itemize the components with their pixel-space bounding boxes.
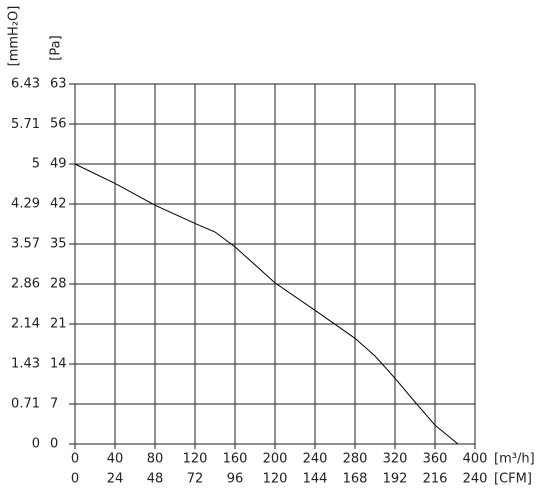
y2-tick-label: 5 bbox=[32, 157, 40, 172]
x2-tick-label: 240 bbox=[463, 472, 488, 487]
x2-tick-label: 192 bbox=[383, 472, 408, 487]
x2-tick-label: 96 bbox=[227, 472, 244, 487]
x2-tick-label: 144 bbox=[303, 472, 328, 487]
x2-tick-label: 48 bbox=[147, 472, 164, 487]
y-tick-label: 7 bbox=[50, 397, 58, 412]
x-tick-label: 80 bbox=[147, 452, 164, 467]
y-tick-label: 21 bbox=[50, 317, 67, 332]
y-tick-label: 0 bbox=[50, 437, 58, 452]
y-tick-label: 42 bbox=[50, 197, 67, 212]
x2-tick-label: 72 bbox=[187, 472, 204, 487]
x-tick-label: 360 bbox=[423, 452, 448, 467]
x-tick-label: 120 bbox=[183, 452, 208, 467]
y-tick-label: 63 bbox=[50, 77, 67, 92]
y-tick-label: 49 bbox=[50, 157, 67, 172]
x-tick-label: 240 bbox=[303, 452, 328, 467]
y-tick-label: 56 bbox=[50, 117, 67, 132]
y-axis-label: [Pa] bbox=[49, 35, 64, 60]
x-tick-label: 40 bbox=[107, 452, 124, 467]
x-tick-label: 160 bbox=[223, 452, 248, 467]
y2-tick-label: 1.43 bbox=[11, 356, 40, 371]
x2-tick-label: 24 bbox=[107, 472, 124, 487]
x2-tick-label: 120 bbox=[263, 472, 288, 487]
x-tick-label: 0 bbox=[71, 452, 79, 467]
y2-tick-label: 3.57 bbox=[11, 237, 40, 252]
x2-tick-label: 216 bbox=[423, 472, 448, 487]
y2-tick-label: 4.29 bbox=[11, 196, 40, 211]
x2-axis-label: [CFM] bbox=[494, 472, 532, 487]
y-tick-label: 14 bbox=[50, 357, 67, 372]
y-tick-label: 35 bbox=[50, 237, 67, 252]
x-tick-label: 320 bbox=[383, 452, 408, 467]
x-axis-label: [m³/h] bbox=[494, 452, 535, 467]
x-tick-label: 280 bbox=[343, 452, 368, 467]
y2-tick-label: 6.43 bbox=[11, 77, 40, 92]
x-tick-label: 400 bbox=[463, 452, 488, 467]
x-tick-label: 200 bbox=[263, 452, 288, 467]
y2-tick-label: 2.86 bbox=[11, 276, 40, 291]
y-tick-label: 28 bbox=[50, 277, 67, 292]
y2-tick-label: 0.71 bbox=[11, 397, 40, 412]
y2-tick-label: 2.14 bbox=[11, 317, 40, 332]
y2-tick-label: 5.71 bbox=[11, 117, 40, 132]
y2-tick-label: 0 bbox=[32, 437, 40, 452]
x2-tick-label: 0 bbox=[71, 472, 79, 487]
curve bbox=[74, 163, 459, 445]
x2-tick-label: 168 bbox=[343, 472, 368, 487]
y2-axis-label: [mmH₂O] bbox=[7, 6, 22, 67]
